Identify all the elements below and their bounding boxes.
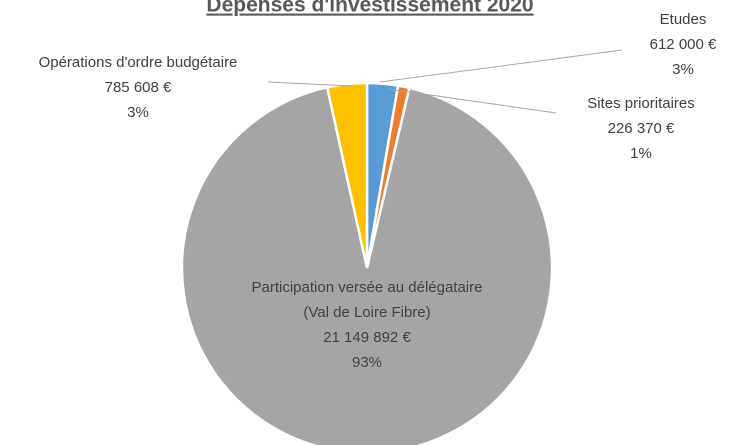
chart-title: Dépenses d'investissement 2020: [206, 0, 533, 17]
leader-line: [379, 49, 623, 83]
category-label: Sites prioritaires: [587, 95, 695, 112]
category-label: Opérations d'ordre budgétaire: [39, 54, 238, 71]
leader-line: [267, 81, 353, 87]
category-label: Participation versée au délégataire: [252, 279, 483, 296]
value-label: 226 370 €: [608, 120, 675, 137]
category-label: (Val de Loire Fibre): [303, 304, 430, 321]
category-label: Etudes: [660, 11, 707, 28]
pie-slice: [325, 81, 369, 269]
percentage-label: 93%: [352, 354, 382, 371]
percentage-label: 3%: [127, 104, 149, 121]
pie-slice: [180, 85, 554, 445]
value-label: 785 608 €: [105, 79, 172, 96]
value-label: 612 000 €: [650, 36, 717, 53]
value-label: 21 149 892 €: [323, 329, 411, 346]
percentage-label: 3%: [672, 61, 694, 78]
leader-line: [387, 88, 557, 114]
percentage-label: 1%: [630, 145, 652, 162]
